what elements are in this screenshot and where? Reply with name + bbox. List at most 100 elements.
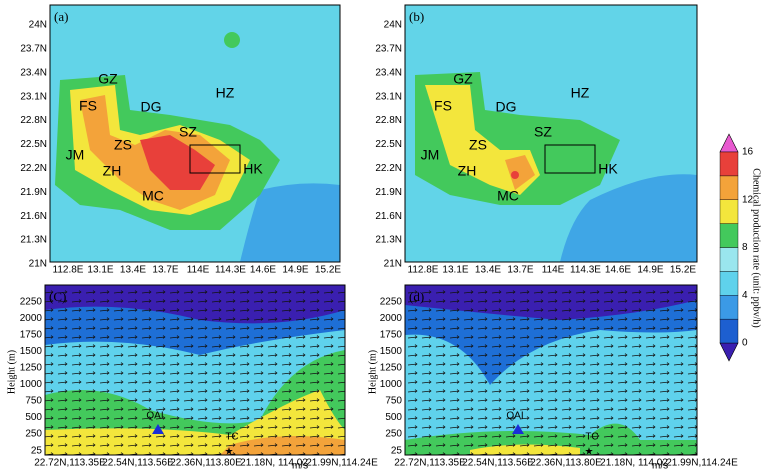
lat-label: 22.8N [20,115,47,126]
section-x-label: 22.72N,113.35E [34,458,106,469]
site-label: QAI [506,411,523,422]
lon-label: 14.6E [250,265,276,276]
lon-label: 112.8E [408,265,439,276]
lat-label: 22.5N [375,139,402,150]
height-tick: 1750 [380,330,403,341]
height-tick: 1250 [20,363,43,374]
city-label: DG [496,99,517,115]
lon-label: 114E [542,265,565,276]
city-label: ZS [114,137,132,153]
city-label: HK [243,161,263,177]
panel-label: (C) [49,289,66,304]
lat-label: 24N [384,20,402,31]
section-x-label: 21.18N, 114.02 [600,458,668,469]
section-x-label: 21.18N, 114.02 [240,458,308,469]
height-tick: 500 [25,412,42,423]
lon-label: 114.3E [570,265,601,276]
section-x-label: 22.54N,113.56E [102,458,174,469]
lon-label: 13.4E [120,265,146,276]
city-label: JM [421,147,440,163]
city-label: DG [141,99,162,115]
colorbar-swatch [719,199,739,224]
lat-label: 21N [29,259,47,270]
colorbar-swatch [719,271,739,296]
city-label: FS [79,98,97,114]
city-label: GZ [453,71,473,87]
lat-label: 21.6N [375,211,402,222]
colorbar-tick: 4 [742,290,748,301]
site-marker [152,424,164,434]
colorbar-swatch [719,295,739,320]
lat-label: 23.7N [375,44,402,55]
lon-label: 114E [187,265,210,276]
city-label: ZH [103,163,122,179]
lon-label: 15.2E [670,265,696,276]
height-tick: 250 [25,429,42,440]
colorbar-swatch [719,318,739,344]
city-label: ZH [458,163,477,179]
lat-label: 23.7N [20,44,47,55]
colorbar-tick: 0 [742,338,748,349]
panel-label: (d) [409,289,424,304]
city-label: SZ [179,124,197,140]
lat-label: 21.9N [20,187,47,198]
vector-unit: m/s [652,461,668,472]
lat-label: 21N [384,259,402,270]
site-marker [512,424,524,434]
section-x-label: 22.72N,113.35E [394,458,466,469]
height-tick: 2000 [20,313,43,324]
lat-label: 21.3N [375,235,402,246]
height-tick: 2000 [380,313,403,324]
city-label: HZ [571,85,590,101]
height-tick: 2250 [380,297,403,308]
colorbar-tick: 8 [742,242,748,253]
height-tick: 500 [385,412,402,423]
section-x-label: 22.36N,113.80E [170,458,242,469]
height-tick: 2250 [20,297,43,308]
lon-label: 13.7E [152,265,178,276]
section-c [45,285,345,455]
colorbar-label: Chemical production rate (unit: ppbv/h) [751,168,762,327]
lat-label: 21.9N [375,187,402,198]
section-d [405,285,697,455]
height-tick: 1000 [20,379,43,390]
lat-label: 22.8N [375,115,402,126]
site-marker: ★ [585,447,594,458]
height-tick: 250 [385,429,402,440]
site-label: TC [585,432,598,443]
city-label: HZ [216,85,235,101]
lon-label: 14.9E [637,265,663,276]
height-tick: 1250 [380,363,403,374]
height-tick: 1500 [20,346,43,357]
height-tick: 1750 [20,330,43,341]
lon-label: 13.1E [442,265,468,276]
city-label: MC [497,188,519,204]
lat-label: 22.2N [20,163,47,174]
city-label: GZ [98,71,118,87]
lon-label: 114.3E [215,265,246,276]
lat-label: 23.1N [375,91,402,102]
lat-label: 22.2N [375,163,402,174]
colorbar-swatch [719,247,739,272]
lon-label: 13.4E [475,265,501,276]
height-label: Height (m) [367,350,378,394]
lat-label: 21.3N [20,235,47,246]
lon-label: 14.9E [282,265,308,276]
colorbar-swatch [719,175,739,200]
site-marker: ★ [225,447,234,458]
lat-label: 23.4N [375,67,402,78]
lon-label: 15.2E [315,265,341,276]
city-label: SZ [534,124,552,140]
city-label: ZS [469,137,487,153]
site-label: TC [225,432,238,443]
colorbar-swatch [719,223,739,248]
lat-label: 23.4N [20,67,47,78]
height-label: Height (m) [6,350,17,394]
colorbar-swatch [719,151,739,177]
lon-label: 13.7E [507,265,533,276]
section-x-label: 21.99N,114.24E [306,458,378,469]
height-tick: 750 [385,396,402,407]
map-b [405,5,697,262]
lat-label: 24N [29,20,47,31]
